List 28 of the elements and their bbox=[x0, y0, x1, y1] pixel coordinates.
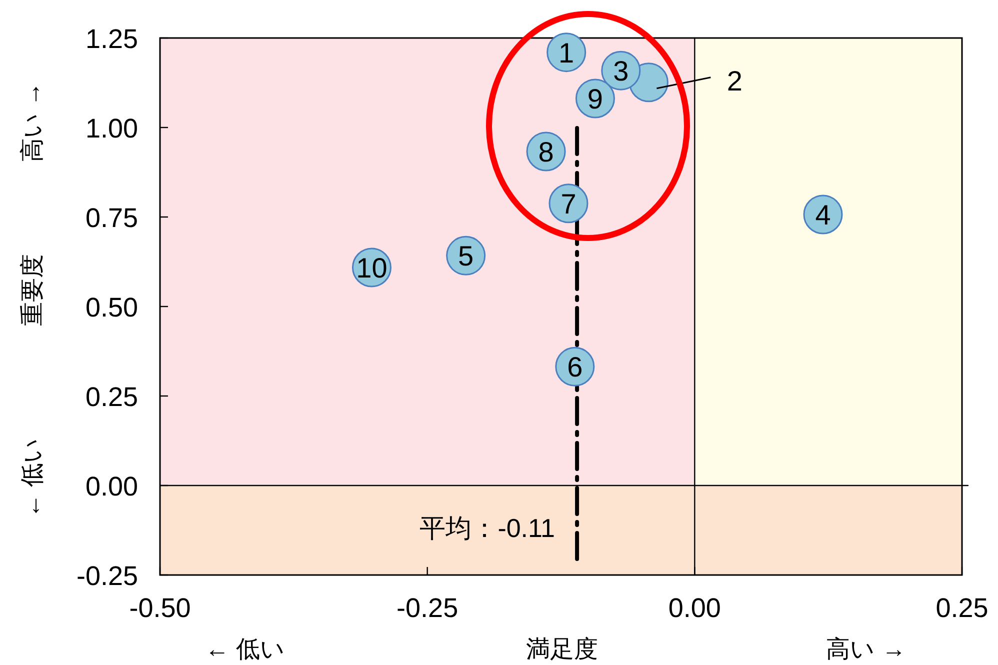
x-tick-label: 0.25 bbox=[936, 593, 988, 623]
annotation: 1 bbox=[558, 37, 574, 68]
annotation: 2 bbox=[726, 65, 742, 96]
x-axis-title: 満足度 bbox=[526, 636, 598, 663]
annotation: 10 bbox=[356, 252, 388, 284]
y-tick-label: -0.25 bbox=[76, 561, 138, 591]
annotation: 6 bbox=[567, 352, 583, 383]
x-tick-label: -0.25 bbox=[396, 593, 458, 623]
annotation: 7 bbox=[560, 188, 576, 220]
annotation: 5 bbox=[458, 240, 474, 272]
ref-line-label: 平均：-0.11 bbox=[420, 513, 556, 543]
y-axis-title: 重要度 bbox=[19, 254, 46, 326]
y-tick-label: 0.50 bbox=[85, 292, 138, 322]
text: ← 低い bbox=[19, 438, 46, 518]
text: 高い → bbox=[19, 82, 46, 162]
annotation: 4 bbox=[815, 199, 831, 230]
y-tick-label: 1.00 bbox=[85, 114, 138, 144]
x-tick-label: -0.50 bbox=[129, 593, 191, 623]
y-tick-label: 1.25 bbox=[85, 24, 138, 54]
annotation: 9 bbox=[587, 84, 604, 114]
y-tick-label: 0.25 bbox=[85, 382, 138, 412]
y-tick-label: 0.75 bbox=[85, 203, 138, 233]
y-tick-label: 0.00 bbox=[85, 472, 138, 502]
text: 高い → bbox=[826, 636, 906, 663]
annotation: 3 bbox=[613, 56, 629, 87]
annotation: 8 bbox=[538, 136, 554, 168]
text: ← 低い bbox=[205, 636, 285, 663]
x-tick-label: 0.00 bbox=[668, 593, 721, 623]
